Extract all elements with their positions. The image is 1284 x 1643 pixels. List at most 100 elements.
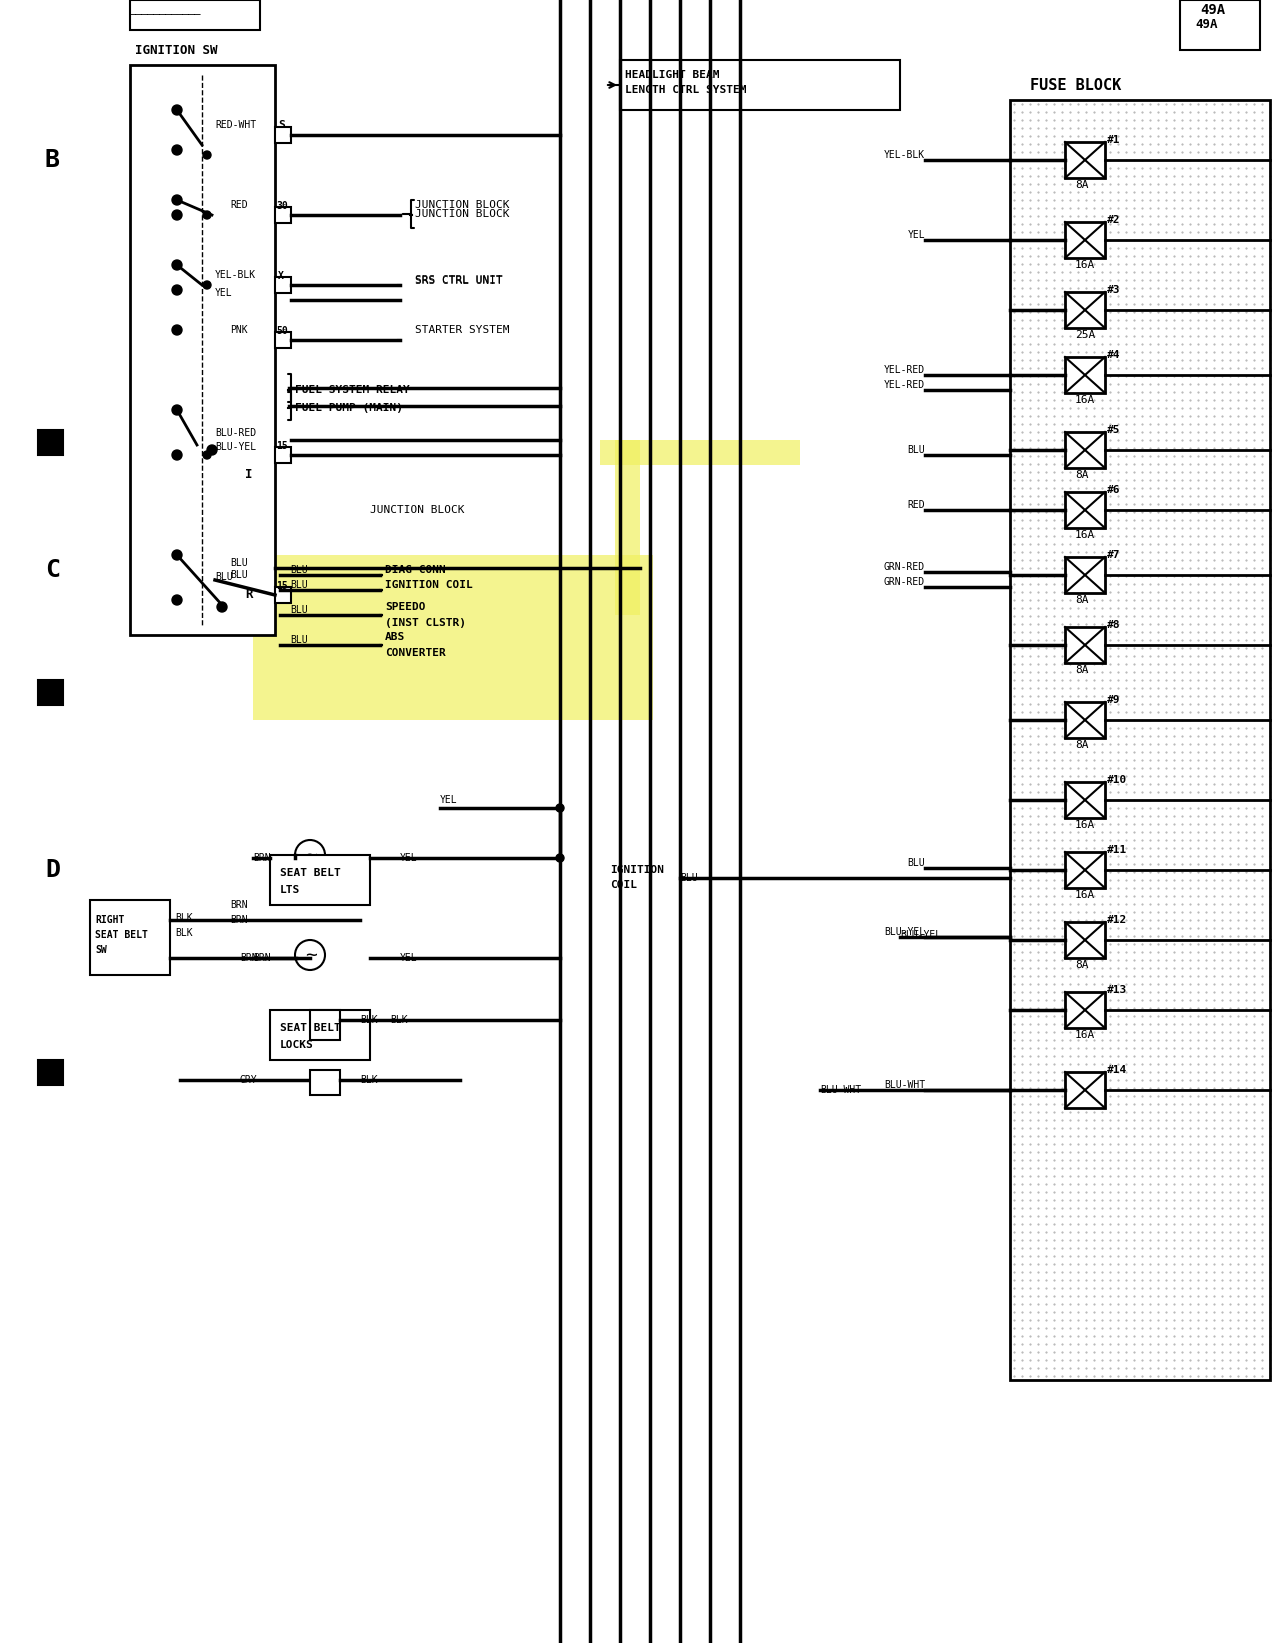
Text: 16A: 16A bbox=[1075, 531, 1095, 541]
Text: D: D bbox=[45, 858, 60, 882]
Circle shape bbox=[203, 151, 211, 159]
Text: B: B bbox=[45, 148, 60, 173]
Bar bbox=[275, 587, 291, 603]
Text: YEL: YEL bbox=[401, 853, 417, 863]
Text: BLU: BLU bbox=[290, 634, 308, 646]
Text: C: C bbox=[45, 559, 60, 582]
Text: 8A: 8A bbox=[1075, 665, 1089, 675]
Text: LENGTH CTRL SYSTEM: LENGTH CTRL SYSTEM bbox=[625, 85, 746, 95]
Bar bbox=[275, 127, 291, 143]
Text: SRS CTRL UNIT: SRS CTRL UNIT bbox=[415, 276, 503, 286]
Text: BLU: BLU bbox=[681, 872, 697, 882]
Text: FUSE BLOCK: FUSE BLOCK bbox=[1030, 77, 1121, 92]
Text: BLU-YEL: BLU-YEL bbox=[900, 930, 941, 940]
Text: ~: ~ bbox=[306, 945, 317, 964]
Text: JUNCTION BLOCK: JUNCTION BLOCK bbox=[370, 504, 465, 514]
Text: BLU-RED: BLU-RED bbox=[214, 427, 256, 439]
Bar bbox=[39, 680, 63, 705]
Text: STARTER SYSTEM: STARTER SYSTEM bbox=[415, 325, 510, 335]
Text: FUEL SYSTEM RELAY: FUEL SYSTEM RELAY bbox=[295, 384, 410, 394]
Text: 8A: 8A bbox=[1075, 181, 1089, 191]
Text: JUNCTION BLOCK: JUNCTION BLOCK bbox=[415, 209, 510, 219]
Text: CONVERTER: CONVERTER bbox=[385, 647, 446, 657]
Bar bbox=[1064, 853, 1106, 887]
Bar bbox=[1011, 100, 1270, 1380]
Text: JUNCTION BLOCK: JUNCTION BLOCK bbox=[415, 200, 510, 210]
Text: BRN: BRN bbox=[253, 853, 271, 863]
Text: FUEL PUMP (MAIN): FUEL PUMP (MAIN) bbox=[295, 403, 403, 412]
Text: #6: #6 bbox=[1107, 485, 1121, 495]
Bar bbox=[309, 1070, 340, 1094]
Circle shape bbox=[203, 210, 211, 219]
Circle shape bbox=[217, 601, 227, 611]
Bar bbox=[275, 278, 291, 292]
Text: GRN-RED: GRN-RED bbox=[883, 562, 924, 572]
Text: SEAT BELT: SEAT BELT bbox=[280, 868, 340, 877]
Text: YEL-RED: YEL-RED bbox=[883, 380, 924, 389]
Text: SRS CTRL UNIT: SRS CTRL UNIT bbox=[415, 274, 503, 284]
Bar bbox=[1064, 782, 1106, 818]
Text: (INST CLSTR): (INST CLSTR) bbox=[385, 618, 466, 628]
Circle shape bbox=[207, 445, 217, 455]
Bar bbox=[275, 207, 291, 223]
Text: #8: #8 bbox=[1107, 619, 1121, 629]
Bar bbox=[615, 440, 639, 614]
Bar bbox=[1064, 432, 1106, 468]
Circle shape bbox=[172, 450, 182, 460]
Text: 8A: 8A bbox=[1075, 960, 1089, 969]
Text: BRN: BRN bbox=[253, 953, 271, 963]
Circle shape bbox=[172, 210, 182, 220]
Text: IGNITION: IGNITION bbox=[610, 864, 664, 876]
Text: COIL: COIL bbox=[610, 881, 637, 891]
Circle shape bbox=[203, 281, 211, 289]
Bar bbox=[90, 900, 169, 974]
Circle shape bbox=[172, 196, 182, 205]
Text: 15: 15 bbox=[276, 582, 288, 591]
Circle shape bbox=[172, 145, 182, 154]
Text: BRN: BRN bbox=[230, 915, 248, 925]
Text: BLU: BLU bbox=[908, 858, 924, 868]
Circle shape bbox=[172, 550, 182, 560]
Circle shape bbox=[556, 803, 564, 812]
Text: 49A: 49A bbox=[1195, 18, 1217, 31]
Bar bbox=[1180, 0, 1260, 49]
Bar bbox=[275, 332, 291, 348]
Text: 16A: 16A bbox=[1075, 820, 1095, 830]
Circle shape bbox=[172, 105, 182, 115]
Text: #10: #10 bbox=[1107, 775, 1127, 785]
Text: ────────────: ──────────── bbox=[130, 10, 200, 20]
Text: SEAT BELT: SEAT BELT bbox=[95, 930, 148, 940]
Text: I: I bbox=[245, 468, 253, 481]
Text: 16A: 16A bbox=[1075, 1030, 1095, 1040]
Text: 25A: 25A bbox=[1075, 330, 1095, 340]
Text: YEL: YEL bbox=[440, 795, 457, 805]
Text: #5: #5 bbox=[1107, 426, 1121, 435]
Text: BLU-YEL: BLU-YEL bbox=[214, 442, 256, 452]
Text: SEAT BELT: SEAT BELT bbox=[280, 1024, 340, 1033]
Text: YEL-RED: YEL-RED bbox=[883, 365, 924, 375]
Bar bbox=[275, 447, 291, 463]
Text: 50: 50 bbox=[276, 325, 288, 337]
Text: IGNITION SW: IGNITION SW bbox=[135, 43, 217, 56]
Circle shape bbox=[172, 260, 182, 269]
Text: #7: #7 bbox=[1107, 550, 1121, 560]
Text: BLU-YEL: BLU-YEL bbox=[883, 927, 924, 937]
Bar bbox=[1064, 292, 1106, 329]
Text: BLK: BLK bbox=[175, 914, 193, 923]
Text: YEL-BLK: YEL-BLK bbox=[883, 150, 924, 159]
Text: #1: #1 bbox=[1107, 135, 1121, 145]
Text: #3: #3 bbox=[1107, 284, 1121, 296]
Text: BLU-WHT: BLU-WHT bbox=[820, 1084, 862, 1094]
Text: YEL: YEL bbox=[401, 953, 417, 963]
Text: GRY: GRY bbox=[240, 1075, 258, 1084]
Bar bbox=[1064, 702, 1106, 738]
Bar bbox=[39, 1060, 63, 1084]
Text: YEL-BLK: YEL-BLK bbox=[214, 269, 256, 279]
Text: RED: RED bbox=[908, 499, 924, 509]
Text: SW: SW bbox=[95, 945, 107, 955]
Text: S: S bbox=[279, 120, 285, 130]
Bar bbox=[1064, 222, 1106, 258]
Text: 30: 30 bbox=[276, 200, 288, 210]
Text: #4: #4 bbox=[1107, 350, 1121, 360]
Bar bbox=[1064, 141, 1106, 177]
